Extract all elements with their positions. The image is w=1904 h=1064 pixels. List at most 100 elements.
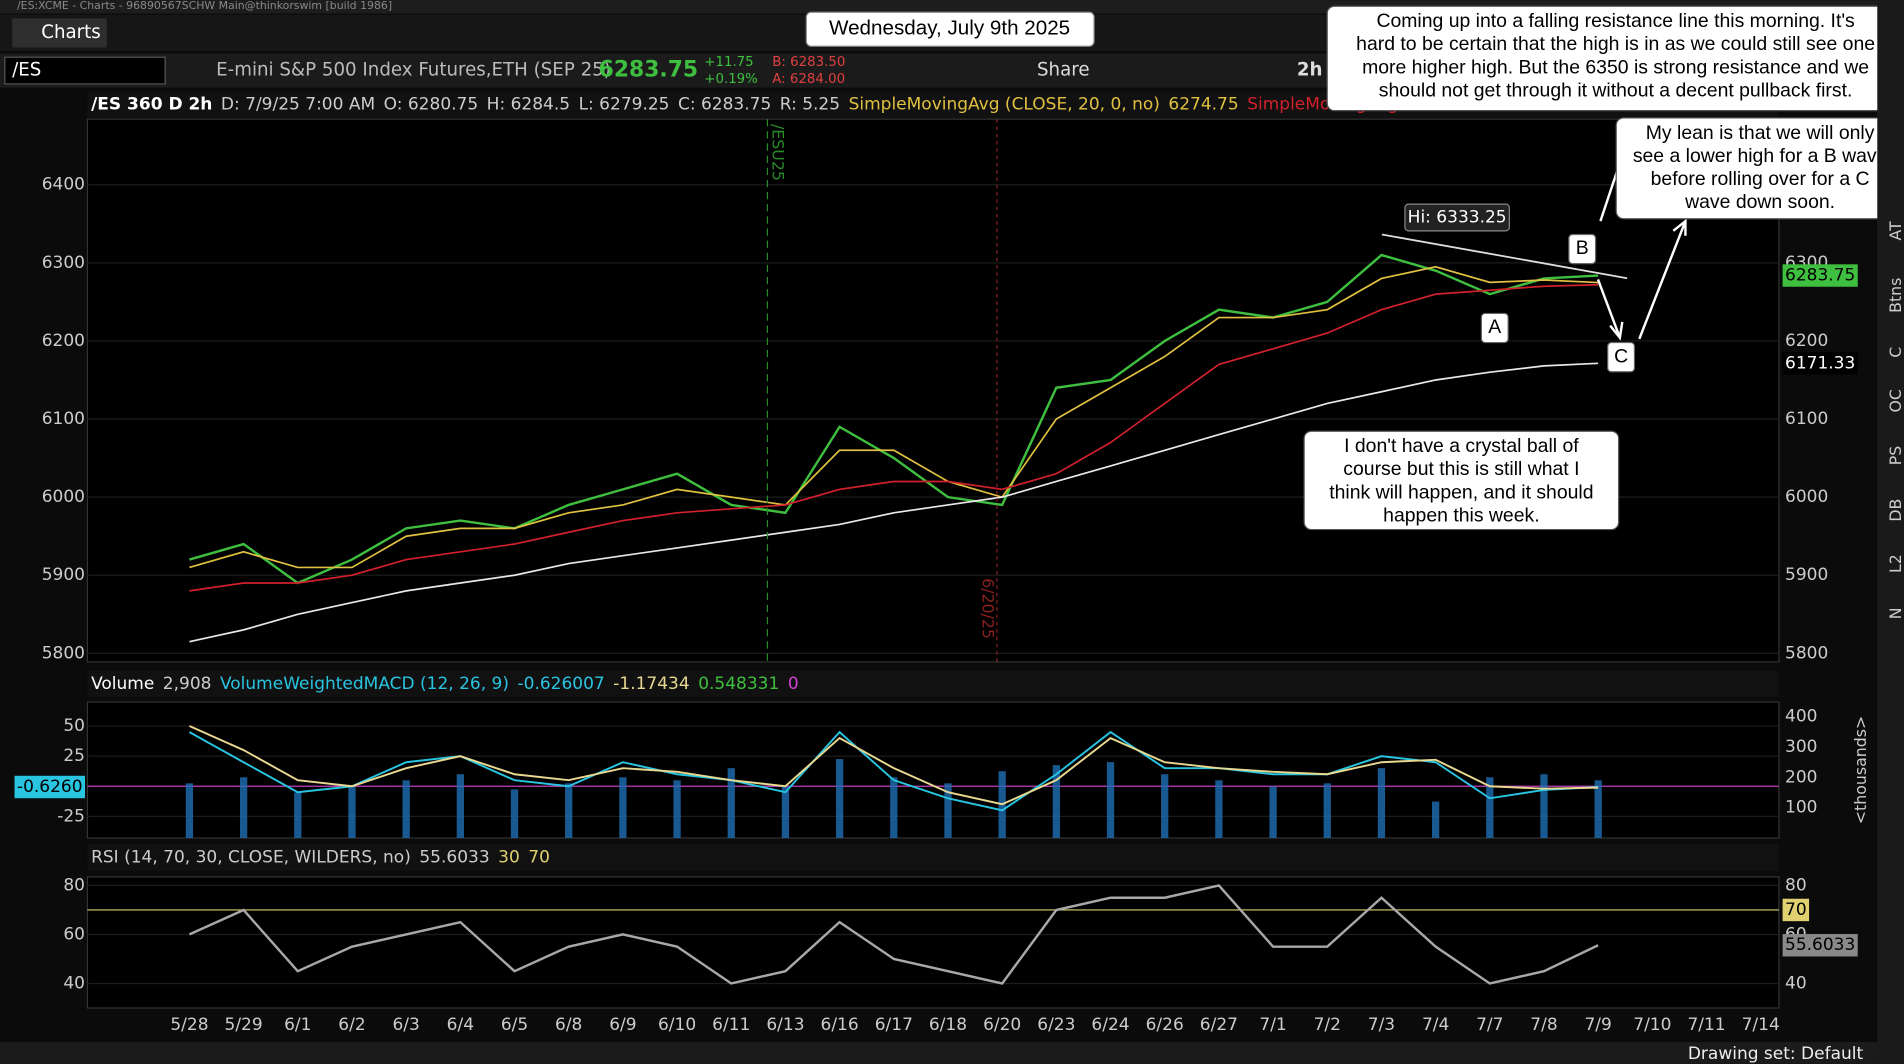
x-tick-label: 6/4 [447, 1015, 474, 1035]
y-tick-label: -25 [57, 806, 85, 826]
note-line: think will happen, and it should [1329, 481, 1593, 503]
x-tick-label: 7/3 [1368, 1015, 1395, 1035]
series-line [189, 283, 1599, 592]
note-line: wave down soon. [1684, 191, 1835, 213]
x-tick-label: 7/8 [1530, 1015, 1557, 1035]
y2-tick-label: 200 [1785, 767, 1817, 787]
volume-bar [456, 774, 464, 838]
plots: 5800 5800 5900 5900 6000 6000 6100 6100 6200 6200… [14, 91, 1870, 1035]
axis-tag-box [1782, 934, 1858, 957]
y-tick-label: 25 [63, 746, 85, 766]
sidebar [1877, 0, 1904, 1064]
study-header: Volume [91, 674, 154, 694]
x-tick-label: 7/14 [1742, 1015, 1780, 1035]
y-tick-label-right: 80 [1785, 875, 1807, 895]
sidebar-tab[interactable]: C [1886, 347, 1904, 358]
study-header: 2,908 [163, 674, 212, 694]
y-tick-label-right: 6200 [1785, 331, 1828, 351]
symbol[interactable]: /ES [12, 60, 41, 81]
y-tick-label: 5800 [42, 643, 85, 663]
drawing-set[interactable]: Drawing set: Default [1688, 1044, 1864, 1064]
symbol-box[interactable] [4, 56, 166, 85]
notes: Coming up into a falling resistance line… [1303, 5, 1904, 531]
wave-box [1607, 341, 1636, 373]
volume-bar [1377, 768, 1386, 838]
study-header: L: 6279.25 [579, 95, 670, 115]
x-tick-label: 6/27 [1200, 1015, 1238, 1035]
arrow-down [1596, 279, 1624, 341]
study-header: 6274.75 [1168, 95, 1238, 115]
axis-tag-box [14, 775, 86, 799]
sidebar-tab[interactable]: AT [1886, 221, 1904, 241]
axis-tag-box [1782, 264, 1858, 287]
x-tick-label: 7/9 [1584, 1015, 1611, 1035]
volume-bar [727, 768, 735, 838]
sidebar-tab[interactable]: DB [1886, 499, 1904, 522]
study-header: C: 6283.75 [678, 95, 771, 115]
volume-bar [781, 786, 790, 838]
study-header: D: 7/9/25 7:00 AM [221, 95, 375, 115]
study-header: 55.6033 [419, 847, 489, 867]
sidebar-tab[interactable]: PS [1886, 446, 1904, 466]
y-tick-label-right: 40 [1785, 973, 1807, 993]
y-tick-label: 6300 [42, 253, 85, 273]
sidebar-tab[interactable]: OC [1886, 389, 1904, 412]
y-tick-label: 6400 [42, 175, 85, 195]
tab-label[interactable]: Charts [41, 22, 101, 43]
aggregation[interactable]: 2h [1297, 60, 1323, 81]
x-tick-label: 6/5 [501, 1015, 528, 1035]
axis-tag: 6283.75 [1785, 266, 1855, 286]
note-line: should not get through it without a dece… [1379, 79, 1853, 101]
volume-bar [1106, 762, 1115, 838]
y-tick-label: 50 [63, 716, 85, 736]
study-header: 70 [528, 847, 550, 867]
series-line [189, 725, 1599, 806]
axis-tag: 55.6033 [1785, 935, 1855, 955]
share-button[interactable]: Share [1037, 60, 1090, 81]
wave-arrows [1596, 169, 1687, 341]
volume-bar [1431, 801, 1440, 838]
wave-label: C [1614, 345, 1628, 367]
panel [86, 876, 1780, 1009]
volume-bar [1594, 780, 1602, 838]
last-price: 6283.75 [599, 58, 699, 83]
note-line: Coming up into a falling resistance line… [1376, 10, 1854, 32]
volume-bar [1540, 774, 1548, 838]
date-banner-box [805, 11, 1095, 47]
x-tick-label: 6/17 [875, 1015, 913, 1035]
x-tick-label: 6/10 [658, 1015, 696, 1035]
x-tick-label: 6/2 [338, 1015, 365, 1035]
study-header: SimpleMovingAvg (CLOSE, 20, 0, no) [849, 95, 1160, 115]
x-tick-label: 7/10 [1633, 1015, 1671, 1035]
x-tick-label: 6/20 [983, 1015, 1021, 1035]
y-tick-label-right: 6000 [1785, 487, 1828, 507]
y2-tick-label: 400 [1785, 707, 1817, 727]
axis-tag: -0.6260 [17, 777, 83, 797]
x-tick-label: 6/26 [1146, 1015, 1184, 1035]
sidebar-tab[interactable]: N [1886, 607, 1904, 619]
bid: B: 6283.50 [772, 55, 845, 70]
y-tick-label: 6000 [42, 487, 85, 507]
high-label: Hi: 6333.25 [1408, 208, 1507, 228]
x-tick-label: 6/9 [609, 1015, 636, 1035]
y-tick-label-right: 6100 [1785, 409, 1828, 429]
series-line [189, 253, 1599, 585]
axis-tag-box [1782, 352, 1858, 375]
volume-bar [1161, 774, 1169, 838]
series-line [188, 730, 1599, 812]
study-header: 0.548331 [698, 674, 779, 694]
tab[interactable] [12, 18, 107, 48]
panel-header [87, 844, 1779, 871]
sidebar-tab[interactable]: L2 [1886, 554, 1904, 573]
study-header: H: 6284.5 [487, 95, 570, 115]
x-tick-label: 6/18 [929, 1015, 967, 1035]
x-tick-label: 6/23 [1037, 1015, 1075, 1035]
change: +11.75 [704, 55, 753, 70]
sidebar-tab[interactable]: Btns [1886, 278, 1904, 313]
volume-bar [944, 783, 952, 838]
study-header: RSI (14, 70, 30, CLOSE, WILDERS, no) [91, 847, 411, 867]
y-tick-label: 40 [63, 973, 85, 993]
study-header: VolumeWeightedMACD (12, 26, 9) [220, 674, 509, 694]
series-line [189, 362, 1599, 643]
